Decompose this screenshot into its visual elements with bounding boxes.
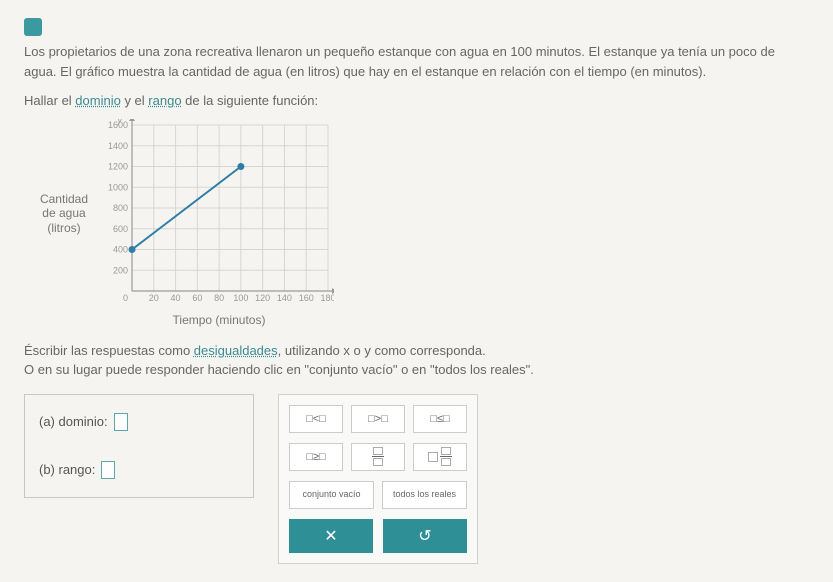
rango-label: (b) rango: xyxy=(39,462,95,477)
dominio-link[interactable]: dominio xyxy=(75,93,121,108)
ge-button[interactable]: □≥□ xyxy=(289,443,343,471)
svg-text:800: 800 xyxy=(113,203,128,213)
reset-button[interactable]: ↺ xyxy=(383,519,467,553)
chart: 20 40 60 80 100 120 140 160 180 200 400 600 800 1000 1… xyxy=(104,119,334,309)
empty-set-button[interactable]: conjunto vacío xyxy=(289,481,374,509)
svg-text:80: 80 xyxy=(214,293,224,303)
rango-input[interactable] xyxy=(101,461,115,479)
svg-text:y: y xyxy=(117,119,123,125)
problem-statement: Los propietarios de una zona recreativa … xyxy=(24,42,809,111)
instructions: Éscribir las respuestas como desigualdad… xyxy=(24,341,809,380)
svg-text:20: 20 xyxy=(149,293,159,303)
svg-text:100: 100 xyxy=(233,293,248,303)
desigualdades-link[interactable]: desigualdades xyxy=(194,343,278,358)
x-axis-label: Tiempo (minutos) xyxy=(104,313,334,327)
svg-text:x: x xyxy=(333,295,334,305)
svg-text:60: 60 xyxy=(192,293,202,303)
all-reals-button[interactable]: todos los reales xyxy=(382,481,467,509)
svg-text:140: 140 xyxy=(277,293,292,303)
problem-p1: Los propietarios de una zona recreativa … xyxy=(24,42,809,81)
svg-text:1000: 1000 xyxy=(108,182,128,192)
svg-text:400: 400 xyxy=(113,244,128,254)
lt-button[interactable]: □<□ xyxy=(289,405,343,433)
symbol-palette: □<□ □>□ □≤□ □≥□ conjunto vacío todos los… xyxy=(278,394,478,564)
y-axis-label: Cantidad de agua (litros) xyxy=(24,192,104,235)
answers-box: (a) dominio: (b) rango: xyxy=(24,394,254,498)
svg-text:160: 160 xyxy=(299,293,314,303)
svg-text:40: 40 xyxy=(171,293,181,303)
svg-text:200: 200 xyxy=(113,265,128,275)
problem-p2: Hallar el dominio y el rango de la sigui… xyxy=(24,91,809,111)
svg-text:600: 600 xyxy=(113,223,128,233)
svg-text:1400: 1400 xyxy=(108,140,128,150)
mixed-fraction-button[interactable] xyxy=(413,443,467,471)
rango-link[interactable]: rango xyxy=(148,93,181,108)
svg-text:180: 180 xyxy=(320,293,334,303)
dominio-label: (a) dominio: xyxy=(39,414,108,429)
svg-text:120: 120 xyxy=(255,293,270,303)
fraction-button[interactable] xyxy=(351,443,405,471)
svg-text:0: 0 xyxy=(123,293,128,303)
collapse-toggle[interactable] xyxy=(24,18,42,36)
dominio-input[interactable] xyxy=(114,413,128,431)
le-button[interactable]: □≤□ xyxy=(413,405,467,433)
svg-text:1200: 1200 xyxy=(108,161,128,171)
gt-button[interactable]: □>□ xyxy=(351,405,405,433)
cancel-button[interactable]: ✕ xyxy=(289,519,373,553)
